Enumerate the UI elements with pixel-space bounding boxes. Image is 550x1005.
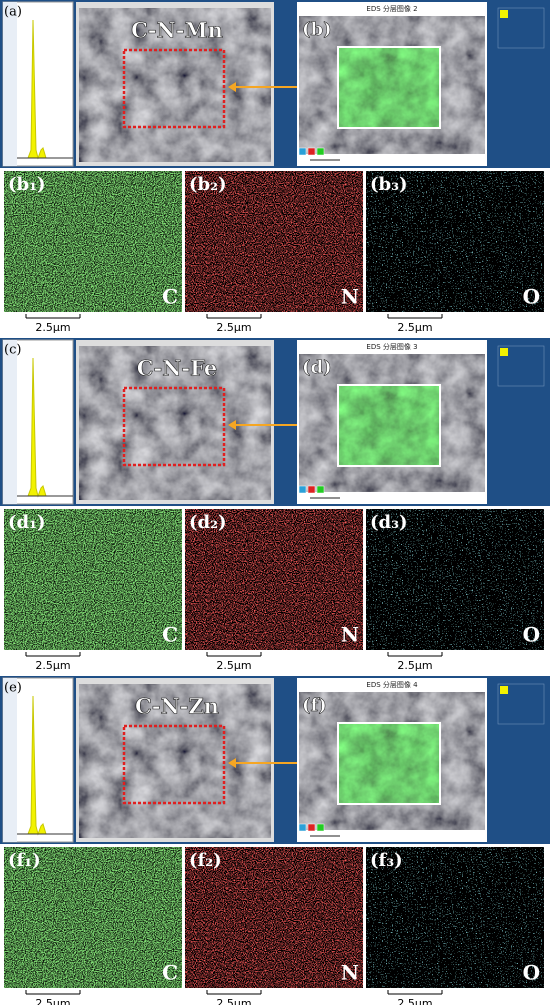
arrow-head xyxy=(228,420,236,430)
spectrum-axis xyxy=(3,340,17,504)
sem-image xyxy=(79,346,271,500)
sample-title: C-N-Fe xyxy=(137,356,217,381)
map-label: (f₃) xyxy=(370,850,403,871)
map-image xyxy=(366,509,544,650)
element-chip xyxy=(307,147,316,156)
legend-swatch xyxy=(500,348,508,356)
map-label: (b₃) xyxy=(370,174,408,195)
eds-label: (f) xyxy=(302,695,327,716)
map-label: (f₂) xyxy=(189,850,222,871)
map-image xyxy=(185,847,363,988)
spectrum-label: (e) xyxy=(4,681,22,696)
element-chip xyxy=(307,823,316,832)
spectrum-label: (a) xyxy=(4,5,22,20)
map-image xyxy=(4,171,182,312)
eds-green xyxy=(338,385,440,466)
panel-group: (c) C-N-Fe EDS 分层图像 3 (d) (d₁) C 2.5μm (d₂) N 2.5… xyxy=(0,338,550,672)
element-label: N xyxy=(341,285,359,309)
eds-green xyxy=(338,723,440,804)
element-chip xyxy=(316,485,325,494)
legend-swatch xyxy=(500,10,508,18)
sem-region xyxy=(122,724,226,805)
arrow-head xyxy=(228,82,236,92)
map-label: (f₁) xyxy=(8,850,41,871)
sem-image xyxy=(79,684,271,838)
spectrum-axis xyxy=(3,678,17,842)
map-image xyxy=(185,509,363,650)
scale-label: 2.5μm xyxy=(397,997,432,1005)
spectrum-label: (c) xyxy=(4,343,21,358)
legend-swatch xyxy=(500,686,508,694)
map-image xyxy=(366,847,544,988)
element-chip xyxy=(298,485,307,494)
element-chip xyxy=(298,823,307,832)
panel-group: (a) C-N-Mn EDS 分层图像 2 (b) (b₁) C 2.5μm (b₂) N 2.5… xyxy=(0,0,550,334)
arrow-head xyxy=(228,758,236,768)
scale-label: 2.5μm xyxy=(397,321,432,334)
eds-green xyxy=(338,47,440,128)
sample-title: C-N-Mn xyxy=(131,18,223,43)
panel-group: (e) C-N-Zn EDS 分层图像 4 (f) (f₁) C 2.5μm (f₂) N 2.5… xyxy=(0,676,550,1005)
map-label: (b₂) xyxy=(189,174,227,195)
element-label: C xyxy=(162,285,178,309)
eds-label: (b) xyxy=(302,19,332,40)
map-label: (b₁) xyxy=(8,174,46,195)
map-image xyxy=(366,171,544,312)
element-label: O xyxy=(523,285,540,309)
map-label: (d₂) xyxy=(189,512,227,533)
sem-image xyxy=(79,8,271,162)
sem-region xyxy=(122,386,226,467)
element-label: N xyxy=(341,961,359,985)
legend-box xyxy=(497,345,545,387)
element-chip xyxy=(316,823,325,832)
map-label: (d₃) xyxy=(370,512,408,533)
element-label: O xyxy=(523,623,540,647)
map-image xyxy=(4,509,182,650)
legend-box xyxy=(497,7,545,49)
map-image xyxy=(4,847,182,988)
scale-label: 2.5μm xyxy=(216,659,251,672)
legend-box xyxy=(497,683,545,725)
eds-green-border xyxy=(337,722,441,805)
eds-header: EDS 分层图像 2 xyxy=(366,4,417,13)
eds-label: (d) xyxy=(302,357,332,378)
scale-label: 2.5μm xyxy=(35,321,70,334)
spectrum-axis xyxy=(3,2,17,166)
sample-title: C-N-Zn xyxy=(135,694,219,719)
eds-green-border xyxy=(337,46,441,129)
eds-header: EDS 分层图像 3 xyxy=(366,342,417,351)
scale-label: 2.5μm xyxy=(35,997,70,1005)
element-chip xyxy=(307,485,316,494)
element-label: C xyxy=(162,623,178,647)
element-chip xyxy=(298,147,307,156)
scale-label: 2.5μm xyxy=(216,321,251,334)
scale-label: 2.5μm xyxy=(397,659,432,672)
element-label: O xyxy=(523,961,540,985)
element-label: C xyxy=(162,961,178,985)
scale-label: 2.5μm xyxy=(216,997,251,1005)
scale-label: 2.5μm xyxy=(35,659,70,672)
map-label: (d₁) xyxy=(8,512,46,533)
sem-region xyxy=(122,48,226,129)
eds-green-border xyxy=(337,384,441,467)
element-label: N xyxy=(341,623,359,647)
eds-header: EDS 分层图像 4 xyxy=(366,680,418,689)
map-image xyxy=(185,171,363,312)
element-chip xyxy=(316,147,325,156)
